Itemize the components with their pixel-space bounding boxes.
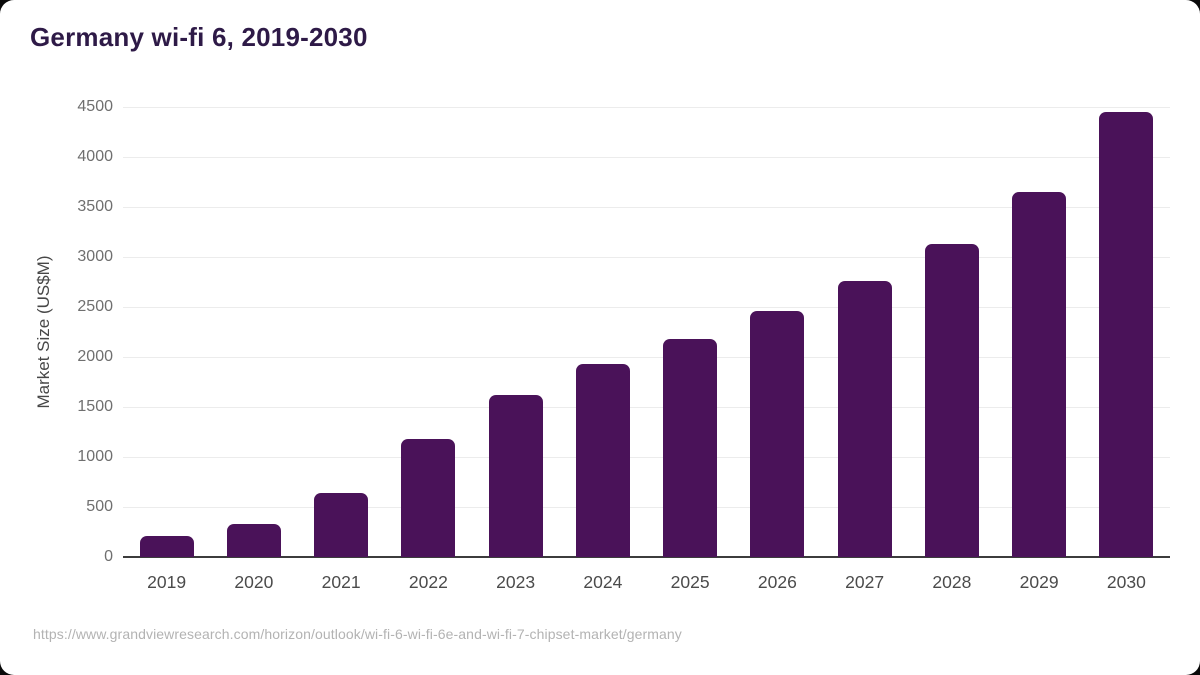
x-axis-line xyxy=(123,556,1170,558)
source-url: https://www.grandviewresearch.com/horizo… xyxy=(33,626,682,642)
bar-2026[interactable] xyxy=(750,311,805,557)
bar-2027[interactable] xyxy=(837,280,892,557)
y-tick-label: 4000 xyxy=(77,148,113,165)
bar-2024[interactable] xyxy=(575,364,630,557)
bar-2021[interactable] xyxy=(314,493,369,557)
gridline xyxy=(123,457,1170,458)
gridline xyxy=(123,507,1170,508)
y-tick-label: 1000 xyxy=(77,448,113,465)
x-tick-label: 2023 xyxy=(496,572,536,592)
bar-2020[interactable] xyxy=(226,524,281,557)
chart-title: Germany wi-fi 6, 2019-2030 xyxy=(30,22,368,52)
x-tick-label: 2028 xyxy=(932,572,972,592)
bar-2030[interactable] xyxy=(1099,111,1154,557)
plot-area xyxy=(123,107,1170,558)
x-tick-label: 2021 xyxy=(321,572,361,592)
gridline xyxy=(123,307,1170,308)
y-tick-label: 4500 xyxy=(77,98,113,115)
x-tick-label: 2029 xyxy=(1019,572,1059,592)
gridline xyxy=(123,107,1170,108)
bar-2022[interactable] xyxy=(401,438,456,557)
bar-2029[interactable] xyxy=(1012,192,1067,557)
x-tick-label: 2025 xyxy=(670,572,710,592)
bar-2028[interactable] xyxy=(924,243,979,557)
y-tick-label: 3000 xyxy=(77,248,113,265)
bar-2025[interactable] xyxy=(663,338,718,557)
x-tick-label: 2022 xyxy=(408,572,448,592)
y-tick-label: 3500 xyxy=(77,198,113,215)
x-tick-label: 2024 xyxy=(583,572,623,592)
gridline xyxy=(123,257,1170,258)
y-tick-label: 500 xyxy=(86,498,113,515)
x-tick-label: 2019 xyxy=(147,572,187,592)
x-tick-label: 2030 xyxy=(1106,572,1146,592)
x-tick-label: 2027 xyxy=(845,572,885,592)
gridline xyxy=(123,407,1170,408)
y-tick-label: 1500 xyxy=(77,398,113,415)
gridline xyxy=(123,157,1170,158)
bar-2023[interactable] xyxy=(488,395,543,557)
y-tick-label: 0 xyxy=(104,548,113,565)
x-tick-label: 2020 xyxy=(234,572,274,592)
bar-2019[interactable] xyxy=(139,535,194,557)
y-axis-title: Market Size (US$M) xyxy=(34,255,53,409)
gridline xyxy=(123,207,1170,208)
x-tick-label: 2026 xyxy=(757,572,797,592)
gridline xyxy=(123,357,1170,358)
y-tick-label: 2000 xyxy=(77,348,113,365)
y-tick-label: 2500 xyxy=(77,298,113,315)
